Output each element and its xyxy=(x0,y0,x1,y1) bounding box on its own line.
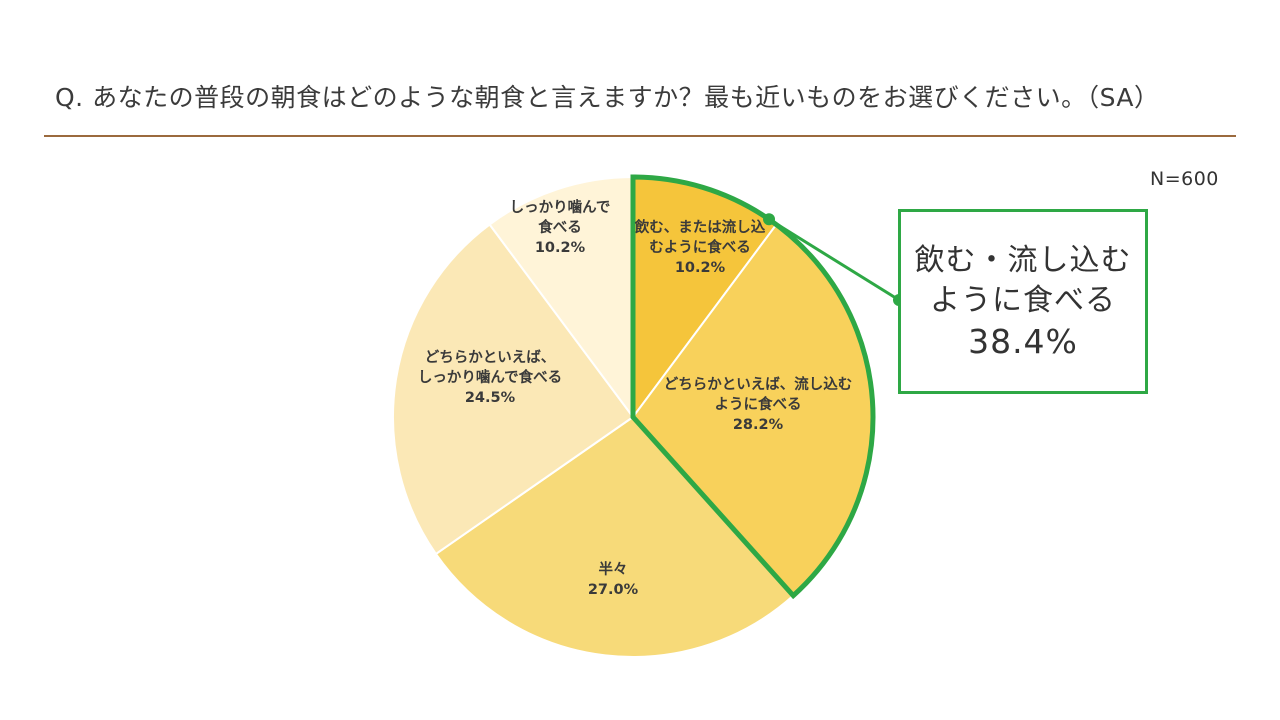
slice-4-label: どちらかといえば、 xyxy=(425,349,556,366)
slice-2-value: 28.2% xyxy=(733,417,784,433)
slice-5-label: しっかり噛んで xyxy=(510,198,611,216)
slice-1-value: 10.2% xyxy=(675,260,726,276)
slice-4-value: 24.5% xyxy=(465,390,516,406)
callout-line-2: ように食べる xyxy=(930,282,1116,318)
highlight-callout-box: 飲む・流し込む ように食べる 38.4% xyxy=(898,209,1148,394)
slice-1-label: むように食べる xyxy=(649,238,751,256)
pie-slices xyxy=(392,175,874,658)
pie-slice-3 xyxy=(434,415,795,658)
slice-2-label: ように食べる xyxy=(715,395,802,413)
pie-slice-4 xyxy=(392,223,635,556)
question-title: Q. あなたの普段の朝食はどのような朝食と言えますか？最も近いものをお選びくださ… xyxy=(55,83,1160,112)
slice-1-label: 飲む、または流し込 xyxy=(634,218,766,236)
slice-3-value: 27.0% xyxy=(588,582,639,598)
slice-4-label: しっかり噛んで食べる xyxy=(418,368,562,386)
sample-size-label: N=600 xyxy=(1150,168,1219,190)
callout-value: 38.4% xyxy=(968,321,1078,361)
slice-5-value: 10.2% xyxy=(535,240,586,256)
slice-5-label: 食べる xyxy=(538,218,582,236)
connector-dot-start xyxy=(763,213,776,226)
highlight-outline xyxy=(630,174,876,600)
pie-slice-5 xyxy=(488,175,634,421)
callout-line-1: 飲む・流し込む xyxy=(914,242,1132,278)
title-divider xyxy=(44,135,1236,137)
callout-connector xyxy=(768,217,900,302)
slice-2-label: どちらかといえば、流し込む xyxy=(664,375,853,393)
slice-3-label: 半々 xyxy=(599,560,628,578)
